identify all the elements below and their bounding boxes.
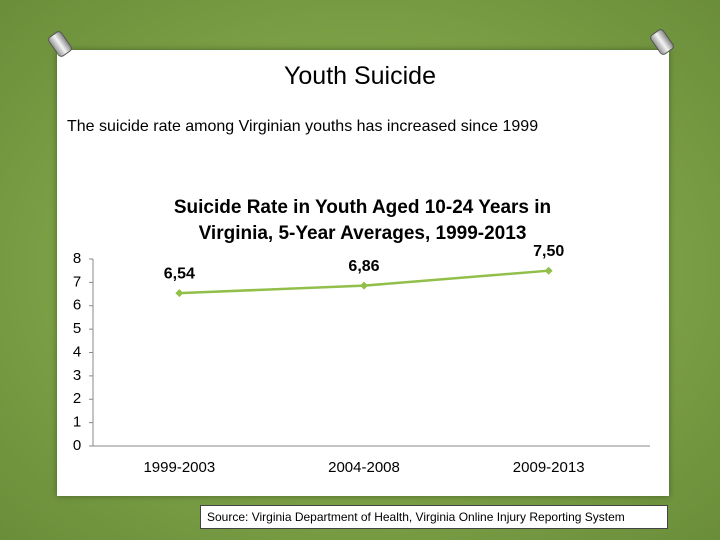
y-tick-label: 4 bbox=[73, 343, 81, 360]
slide-title: Youth Suicide bbox=[284, 62, 436, 90]
y-tick-label: 3 bbox=[73, 367, 81, 384]
y-tick-label: 0 bbox=[73, 437, 81, 454]
y-tick-label: 5 bbox=[73, 320, 81, 337]
slide bbox=[57, 50, 669, 496]
data-label: 6,54 bbox=[164, 265, 195, 282]
y-tick-label: 6 bbox=[73, 297, 81, 314]
data-point bbox=[360, 281, 368, 290]
y-tick-label: 2 bbox=[73, 390, 81, 407]
data-label: 7,50 bbox=[533, 243, 564, 260]
chart-title: Suicide Rate in Youth Aged 10-24 Years i… bbox=[173, 197, 552, 244]
data-point bbox=[544, 266, 553, 275]
x-tick-label: 2009-2013 bbox=[513, 459, 585, 476]
y-tick-label: 7 bbox=[73, 273, 81, 290]
data-label: 6,86 bbox=[348, 258, 379, 275]
data-point bbox=[175, 289, 184, 298]
x-tick-label: 1999-2003 bbox=[143, 459, 215, 476]
y-tick-label: 8 bbox=[73, 250, 81, 267]
y-tick-label: 1 bbox=[73, 414, 81, 431]
slide-subtitle: The suicide rate among Virginian youths … bbox=[67, 118, 539, 135]
source-note: Source: Virginia Department of Health, V… bbox=[200, 505, 668, 529]
x-tick-label: 2004-2008 bbox=[328, 459, 400, 476]
